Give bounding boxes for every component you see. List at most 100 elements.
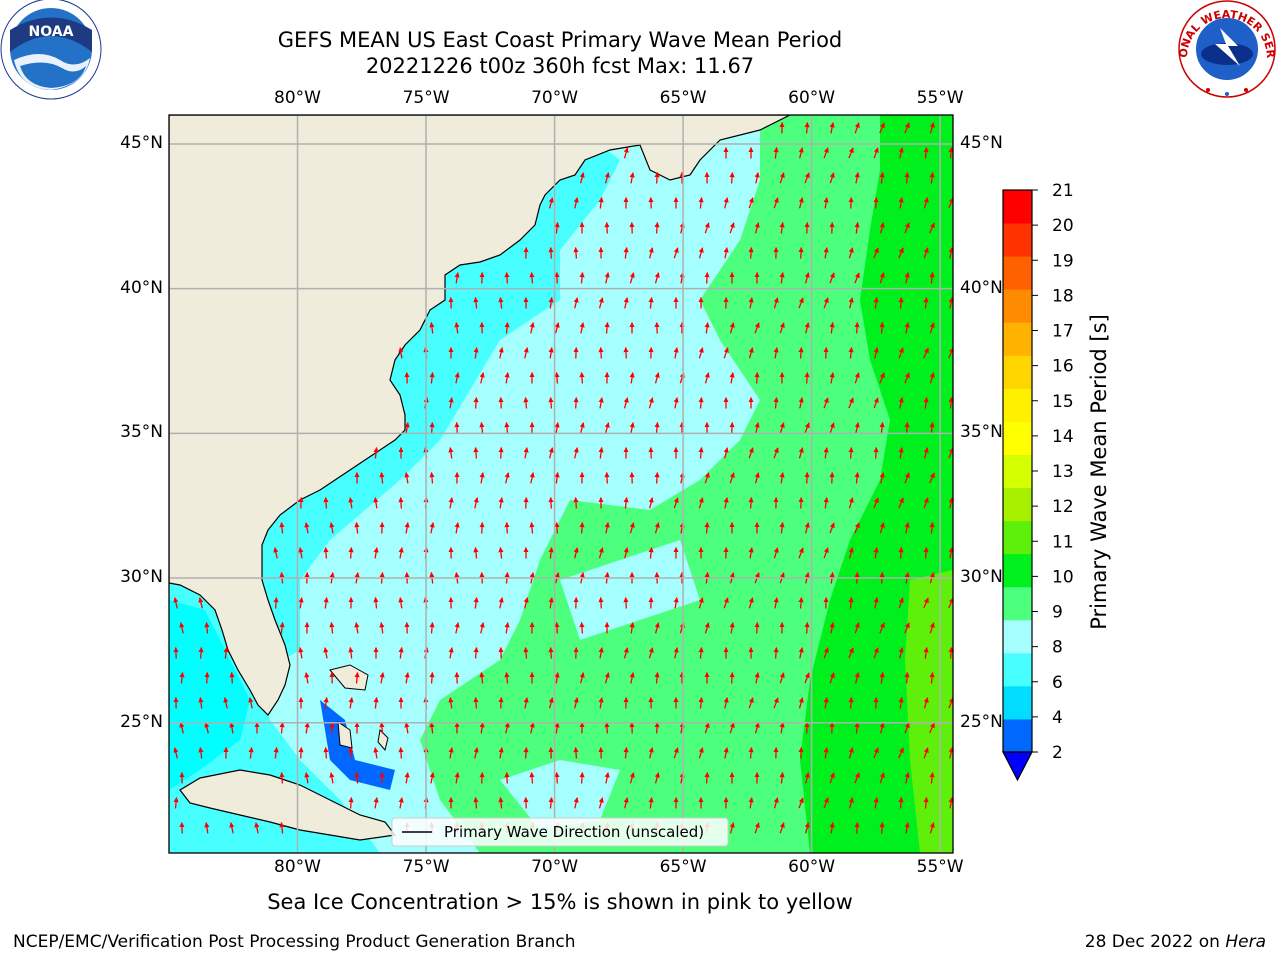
wave-arrow <box>956 123 958 134</box>
wave-arrow <box>873 247 879 259</box>
wave-arrow <box>373 547 379 559</box>
colorbar-swatch <box>1003 652 1032 687</box>
wave-arrow <box>573 246 579 259</box>
wave-arrow <box>579 672 585 684</box>
wave-arrow <box>804 721 810 734</box>
wave-arrow <box>956 673 958 684</box>
wave-arrow <box>773 646 779 659</box>
wave-arrow <box>673 397 679 409</box>
longitude-label-top: 60°W <box>788 88 836 108</box>
wave-arrow <box>704 322 710 334</box>
wave-arrow <box>904 122 910 134</box>
wave-arrow <box>829 772 835 784</box>
wave-arrow <box>429 721 435 734</box>
wave-arrow <box>548 496 554 509</box>
wave-arrow <box>504 372 510 384</box>
colorbar-swatch <box>1003 223 1032 257</box>
wave-arrow <box>879 472 885 484</box>
wave-arrow <box>873 597 879 609</box>
wave-arrow <box>573 197 579 209</box>
wave-arrow <box>854 471 860 484</box>
wave-arrow <box>904 421 910 434</box>
wave-arrow <box>598 797 604 809</box>
wave-arrow <box>748 547 754 559</box>
wave-arrow <box>873 196 879 209</box>
wave-arrow <box>779 172 785 184</box>
wave-arrow <box>223 646 229 659</box>
wave-arrow <box>948 797 953 809</box>
wave-arrow <box>179 622 185 634</box>
colorbar-tick-label: 10 <box>1052 567 1074 587</box>
wave-arrow <box>429 772 435 784</box>
wave-arrow <box>473 696 479 709</box>
latitude-label-right: 35°N <box>960 422 1003 443</box>
longitude-label-top: 80°W <box>274 88 321 108</box>
wave-arrow <box>698 396 704 409</box>
wave-arrow <box>854 422 860 434</box>
latitude-label-left: 40°N <box>120 277 163 298</box>
wave-arrow <box>404 772 410 784</box>
wave-arrow <box>804 522 810 534</box>
wave-arrow <box>723 347 729 359</box>
wave-arrow <box>229 722 235 734</box>
wave-arrow <box>829 272 835 284</box>
footer-branch: NCEP/EMC/Verification Post Processing Pr… <box>13 932 576 952</box>
wave-arrow <box>523 496 529 509</box>
wave-arrow <box>673 347 679 359</box>
wave-arrow <box>454 372 460 384</box>
wave-arrow <box>848 297 854 309</box>
wave-arrow <box>923 247 929 259</box>
wave-arrow <box>473 347 479 359</box>
colorbar-extend-arrow <box>1002 751 1033 782</box>
wave-arrow <box>654 622 660 634</box>
wave-arrow <box>723 697 729 709</box>
wave-arrow <box>323 596 329 609</box>
wave-arrow <box>554 771 560 784</box>
wave-arrow <box>554 672 560 684</box>
wave-arrow <box>848 196 854 209</box>
wave-arrow <box>904 522 910 534</box>
wave-arrow <box>923 646 929 659</box>
wave-arrow <box>429 671 435 684</box>
wave-arrow <box>654 671 660 684</box>
wave-arrow <box>598 647 604 659</box>
wave-arrow <box>304 522 310 534</box>
colorbar-swatch <box>1003 289 1032 323</box>
wave-arrow <box>373 747 379 759</box>
wave-arrow <box>754 472 760 484</box>
colorbar-tick-label: 8 <box>1052 638 1063 658</box>
wave-arrow <box>648 796 654 809</box>
wave-arrow <box>579 271 585 284</box>
wave-arrow <box>623 596 629 609</box>
wave-arrow <box>729 222 735 234</box>
wave-arrow <box>798 547 804 559</box>
wave-arrow <box>673 647 679 659</box>
wave-arrow <box>898 497 904 509</box>
colorbar-tick-label: 4 <box>1052 708 1063 728</box>
wave-arrow <box>904 272 910 284</box>
wave-arrow <box>548 546 554 559</box>
wave-arrow <box>498 296 504 309</box>
wave-arrow <box>848 346 854 359</box>
longitude-label-bottom: 60°W <box>788 857 836 877</box>
wave-arrow <box>698 747 704 759</box>
wave-arrow <box>598 346 604 359</box>
wave-arrow <box>279 821 285 834</box>
wave-arrow <box>179 722 185 734</box>
wave-arrow <box>804 272 810 284</box>
colorbar-swatch <box>1003 520 1032 555</box>
wave-arrow <box>704 271 710 284</box>
wave-arrow <box>723 747 729 759</box>
wave-arrow <box>598 697 604 709</box>
wave-arrow <box>948 646 953 659</box>
wave-arrow <box>879 122 885 134</box>
map-border <box>168 114 954 854</box>
wave-arrow <box>604 772 610 784</box>
wave-arrow <box>929 771 935 784</box>
wave-arrow <box>354 521 360 534</box>
wave-arrow <box>604 321 610 334</box>
wave-arrow <box>773 197 779 209</box>
wave-arrow <box>404 672 410 684</box>
wave-arrow <box>873 296 879 309</box>
wave-arrow <box>504 722 510 734</box>
